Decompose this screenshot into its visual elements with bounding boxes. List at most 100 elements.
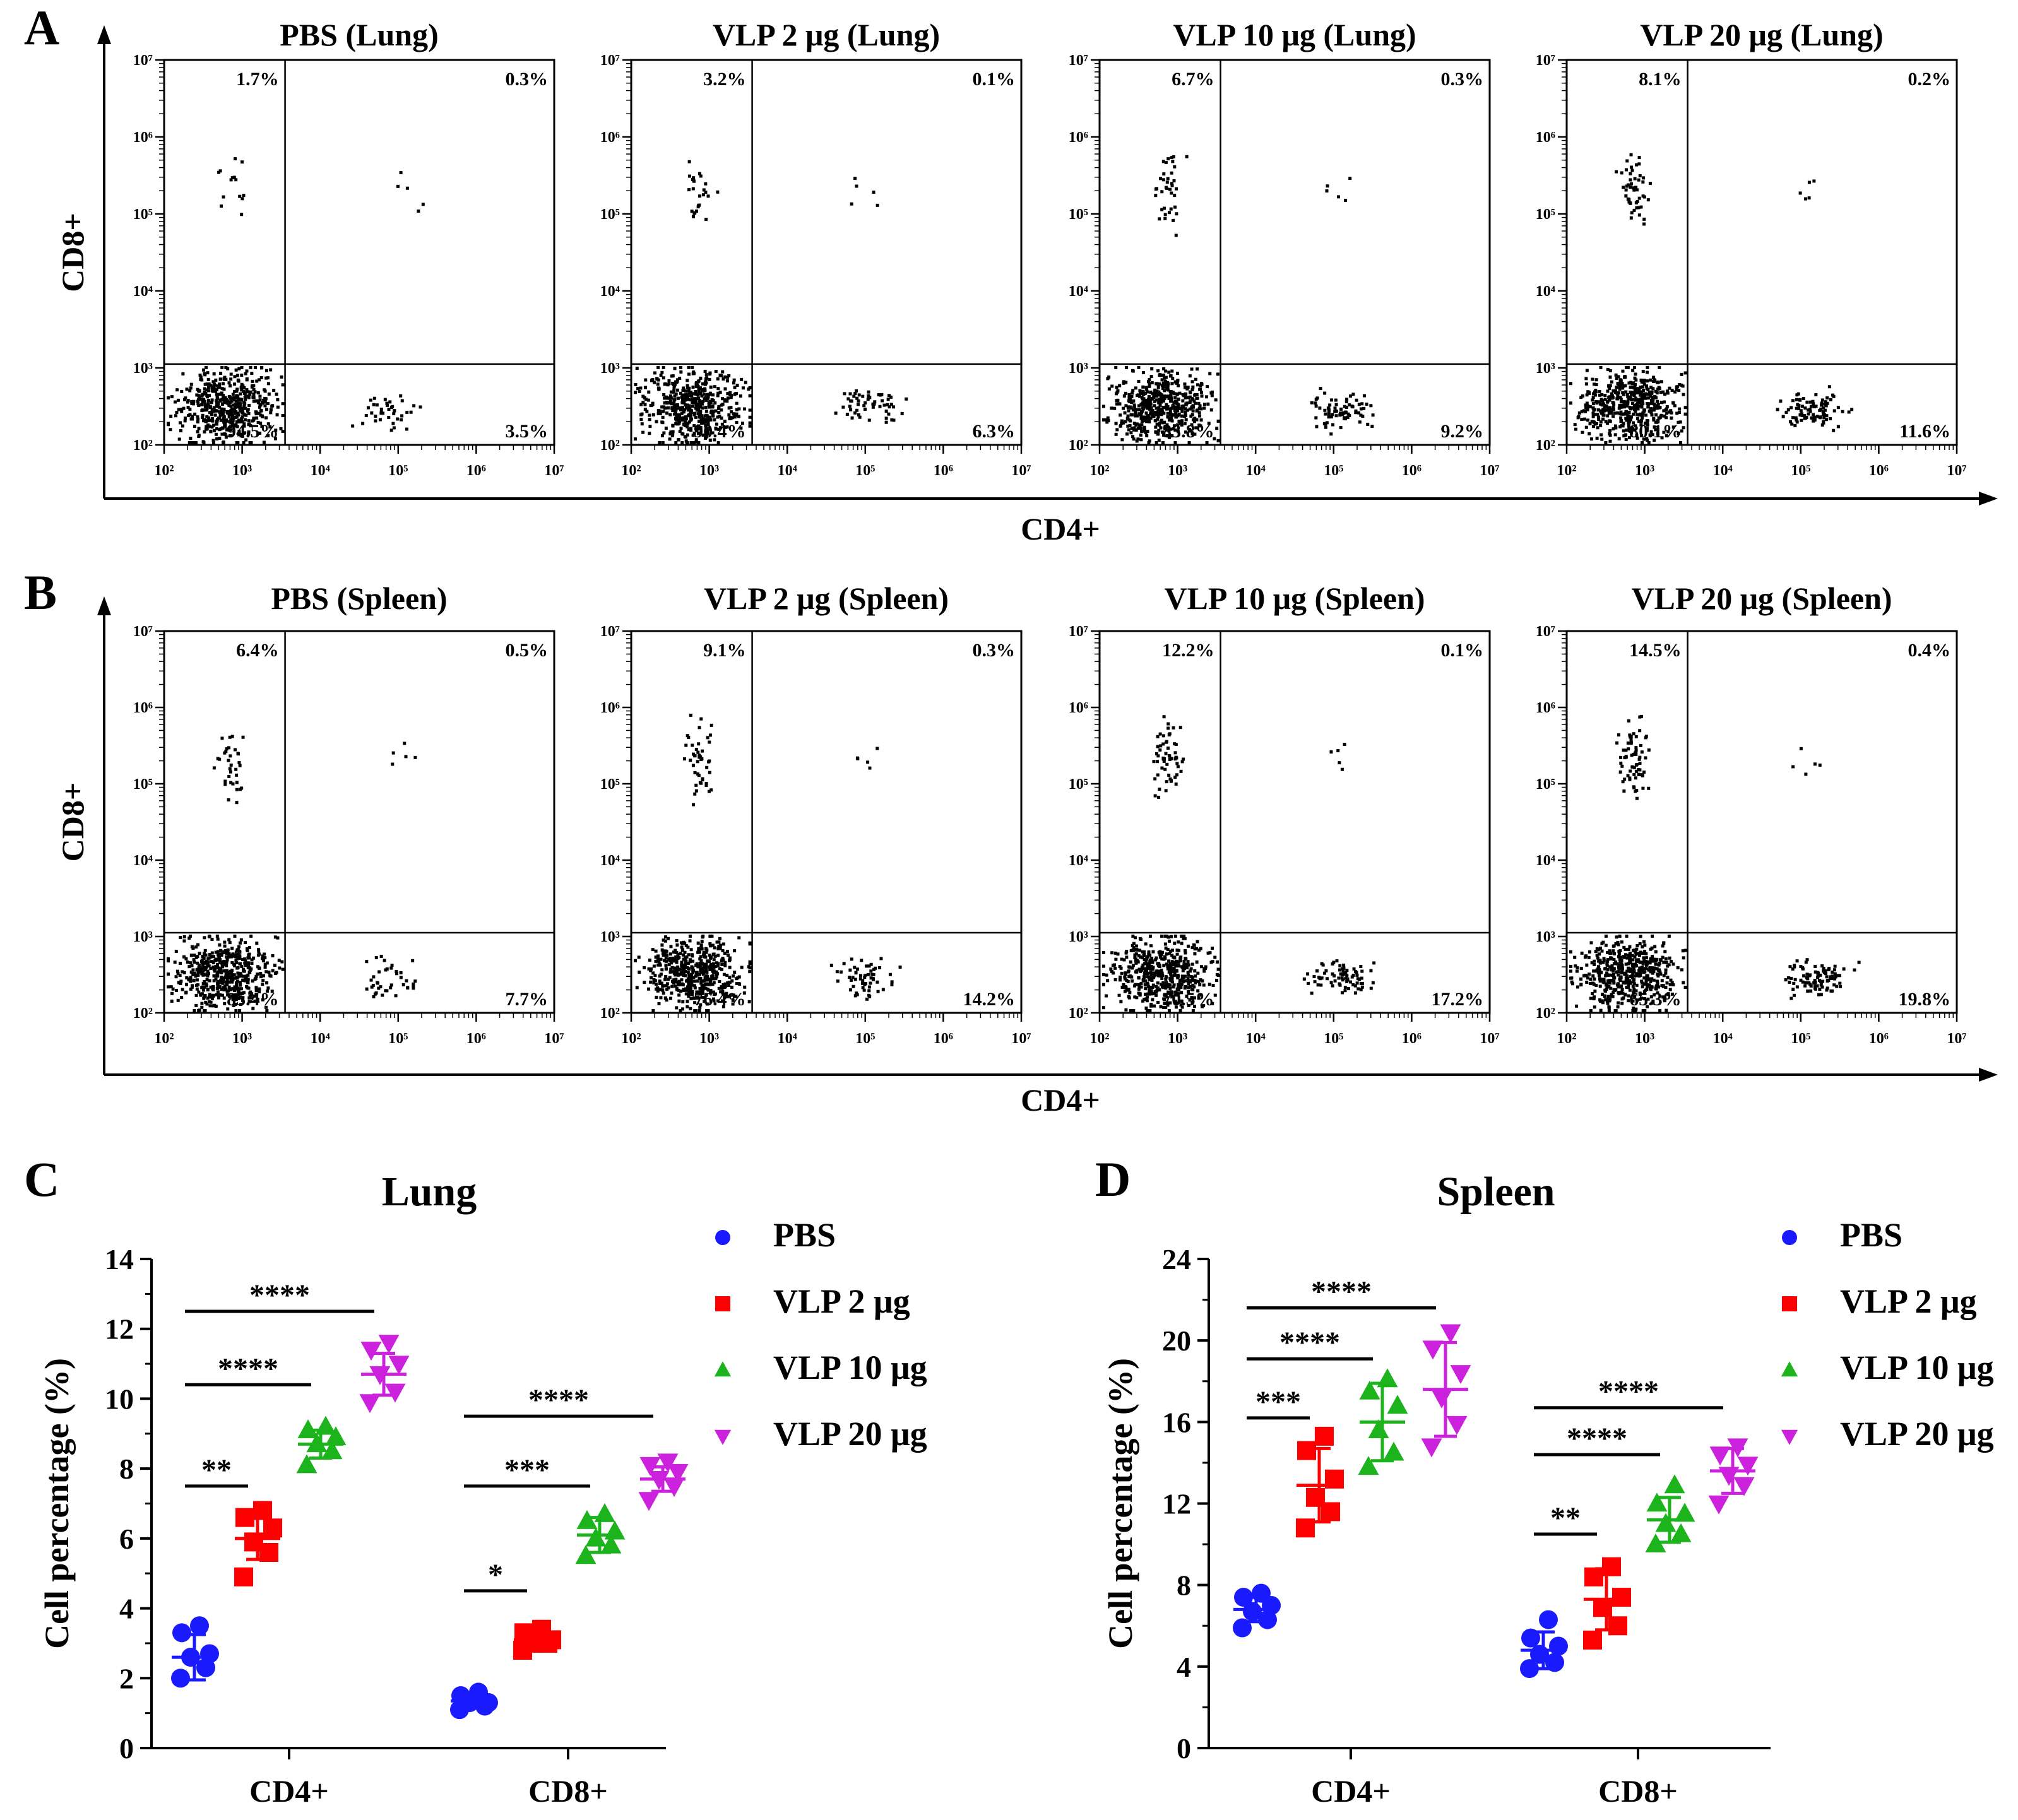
event-dot <box>1196 989 1200 993</box>
event-dot <box>848 988 852 992</box>
event-dot <box>1584 406 1588 410</box>
event-dot <box>231 993 235 997</box>
event-dot <box>1630 427 1634 430</box>
event-dot <box>192 402 196 406</box>
event-dot <box>679 391 682 395</box>
event-dot <box>1145 434 1149 437</box>
event-dot <box>670 966 674 969</box>
event-dot <box>660 370 664 374</box>
event-dot <box>658 441 662 444</box>
event-dot <box>692 996 696 1000</box>
event-dot <box>1163 382 1166 386</box>
event-dot <box>1163 1002 1166 1005</box>
event-dot <box>196 420 199 423</box>
event-dot <box>212 441 216 444</box>
event-dot <box>696 950 700 954</box>
event-dot <box>173 400 177 404</box>
event-dot <box>1147 419 1151 423</box>
event-dot <box>279 427 283 430</box>
event-dot <box>697 972 701 976</box>
event-dot <box>1310 401 1314 405</box>
x-tick-label: 10⁵ <box>388 1031 408 1047</box>
event-dot <box>1680 372 1683 376</box>
event-dot <box>1190 996 1194 1000</box>
event-dot <box>1148 399 1152 403</box>
event-dot <box>211 988 215 991</box>
event-dot <box>1161 178 1165 182</box>
event-dot <box>218 757 222 761</box>
event-dot <box>1211 983 1215 987</box>
event-dot <box>718 426 722 430</box>
event-dot <box>1651 387 1655 391</box>
event-dot <box>223 975 227 979</box>
event-dot <box>219 204 223 208</box>
flow-plot-title: VLP 2 μg (Lung) <box>713 17 940 52</box>
event-dot <box>711 431 715 435</box>
event-dot <box>1654 428 1658 432</box>
event-dot <box>206 419 210 423</box>
event-dot <box>1324 412 1327 416</box>
event-dot <box>202 368 206 372</box>
event-dot <box>1619 419 1623 423</box>
event-dot <box>677 421 681 425</box>
event-dot <box>1651 376 1655 380</box>
flow-plot: PBS (Spleen)10²10²10³10³10⁴10⁴10⁵10⁵10⁶1… <box>133 581 564 1047</box>
event-dot <box>1832 428 1836 432</box>
event-dot <box>638 389 641 393</box>
event-dot <box>1634 398 1637 402</box>
event-dot <box>708 942 712 946</box>
event-dot <box>1190 388 1194 392</box>
event-dot <box>682 973 686 977</box>
event-dot <box>1148 960 1152 964</box>
event-dot <box>186 960 189 964</box>
event-dot <box>1136 394 1139 398</box>
event-dot <box>689 417 693 421</box>
event-dot <box>205 973 208 977</box>
event-dot <box>252 417 256 420</box>
event-dot <box>222 959 226 963</box>
event-dot <box>732 378 736 382</box>
event-dot <box>1196 408 1199 412</box>
event-dot <box>720 417 723 420</box>
event-dot <box>694 381 698 385</box>
event-dot <box>695 971 699 974</box>
event-dot <box>1146 962 1149 966</box>
event-dot <box>1351 393 1355 396</box>
event-dot <box>390 964 394 967</box>
event-dot <box>682 967 686 971</box>
event-dot <box>656 963 660 967</box>
event-dot <box>862 988 866 992</box>
y-tick-label: 10² <box>133 437 153 454</box>
event-dot <box>210 417 214 421</box>
event-dot <box>743 985 747 989</box>
event-dot <box>174 414 178 418</box>
event-dot <box>264 397 268 401</box>
event-dot <box>1170 156 1173 160</box>
event-dot <box>1625 393 1629 396</box>
event-dot <box>233 375 237 379</box>
event-dot <box>1624 390 1628 394</box>
event-dot <box>1640 390 1644 394</box>
event-dot <box>684 944 688 948</box>
event-dot <box>1610 411 1613 415</box>
event-dot <box>1147 950 1151 954</box>
event-dot <box>1789 406 1793 410</box>
event-dot <box>216 990 220 994</box>
event-dot <box>1600 393 1604 397</box>
event-dot <box>679 967 683 971</box>
event-dot <box>216 979 220 983</box>
event-dot <box>189 987 193 991</box>
event-dot <box>1675 385 1678 389</box>
event-dot <box>668 394 672 398</box>
event-dot <box>206 399 210 403</box>
event-dot <box>679 370 683 374</box>
event-dot <box>1820 423 1824 427</box>
event-dot <box>1175 187 1178 191</box>
event-dot <box>1648 433 1652 437</box>
event-dot <box>253 999 257 1003</box>
event-dot <box>661 988 665 992</box>
event-dot <box>703 421 706 425</box>
event-dot <box>713 401 717 405</box>
event-dot <box>215 396 219 399</box>
event-dot <box>1671 425 1675 429</box>
